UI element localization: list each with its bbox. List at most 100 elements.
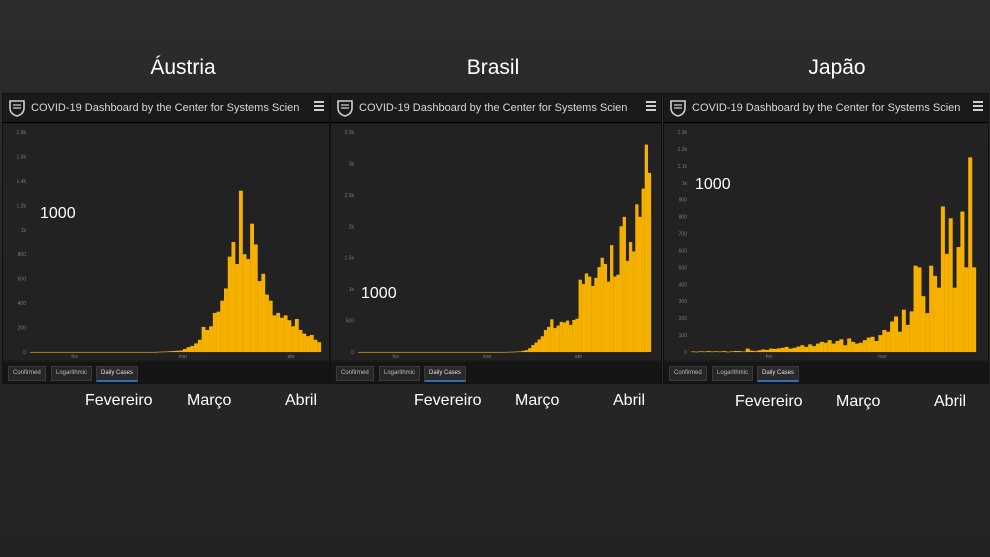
daily-cases-bar [220, 300, 225, 352]
daily-cases-bar [710, 351, 715, 353]
daily-cases-bar [493, 352, 497, 353]
daily-cases-bar [455, 352, 459, 353]
country-title-brasil: Brasil [466, 56, 520, 79]
chart-area: 0 100 200 300 400 500 600 700 800 900 1k 1.1k 1.2k 1.… [664, 124, 988, 360]
daily-cases-bar [402, 352, 406, 353]
tab-daily-cases[interactable]: Daily Cases [757, 366, 800, 382]
daily-cases-bar [524, 350, 529, 352]
daily-cases-bar [224, 288, 228, 352]
hamburger-menu-icon[interactable] [646, 101, 656, 113]
tab-confirmed[interactable]: Confirmed [336, 366, 374, 381]
daily-cases-bar [268, 300, 273, 352]
daily-cases-bar [44, 352, 49, 353]
y-tick-label: 2k [349, 224, 355, 230]
y-tick-label: 3k [349, 161, 355, 167]
daily-cases-bar [819, 341, 824, 352]
daily-cases-bar [414, 352, 419, 353]
y-tick-label: 3.5k [345, 130, 355, 136]
y-tick-label: 1.3k [678, 130, 688, 136]
daily-cases-bar [298, 330, 303, 352]
daily-cases-bar [37, 352, 42, 353]
y-tick-label: 200 [18, 326, 27, 332]
daily-cases-bar [380, 352, 384, 353]
daily-cases-bar [471, 352, 475, 353]
daily-cases-bar [261, 273, 266, 352]
tab-logarithmic[interactable]: Logarithmic [712, 366, 754, 381]
daily-cases-bar [484, 352, 488, 353]
tab-daily-cases[interactable]: Daily Cases [424, 366, 467, 382]
daily-cases-bar [395, 352, 400, 353]
y-tick-label: 600 [18, 277, 27, 283]
daily-cases-bar [940, 206, 945, 352]
daily-cases-bar [635, 204, 639, 352]
daily-cases-bar [238, 190, 243, 352]
y-tick-label: 0 [351, 350, 354, 356]
daily-cases-bar [722, 351, 727, 352]
daily-cases-bar [487, 352, 491, 353]
y-tick-label: 0 [684, 350, 687, 356]
daily-cases-bar [182, 348, 187, 352]
tab-logarithmic[interactable]: Logarithmic [51, 366, 93, 381]
hamburger-menu-icon[interactable] [314, 101, 324, 113]
tab-confirmed[interactable]: Confirmed [8, 366, 46, 381]
daily-cases-bar [862, 340, 867, 352]
daily-cases-bar [367, 352, 371, 353]
daily-cases-bar [227, 256, 232, 352]
daily-cases-bar [616, 274, 620, 352]
daily-cases-bar [534, 342, 538, 352]
daily-cases-bar [591, 286, 595, 352]
daily-cases-bar [138, 352, 143, 353]
daily-cases-bar [628, 242, 633, 352]
daily-cases-bar [250, 223, 254, 352]
daily-cases-bar [209, 326, 213, 352]
daily-cases-bar [547, 326, 551, 352]
daily-cases-bar [839, 339, 844, 352]
daily-cases-bar [33, 352, 38, 353]
daily-cases-bar [149, 352, 154, 353]
daily-cases-bar [878, 335, 883, 352]
y-tick-label: 1.2k [17, 203, 27, 209]
month-label-marco-japao: Março [836, 393, 881, 410]
daily-cases-bar [948, 218, 953, 352]
panel-header: COVID-19 Dashboard by the Center for Sys… [331, 94, 661, 123]
daily-cases-bar [737, 351, 742, 352]
daily-cases-chart-brasil: 0 500 1k 1.5k 2k 2.5k 3k 3.5k fev mar abr [345, 130, 652, 360]
tab-confirmed[interactable]: Confirmed [669, 366, 707, 381]
y-tick-label: 700 [679, 232, 688, 238]
tab-logarithmic[interactable]: Logarithmic [379, 366, 421, 381]
daily-cases-bar [458, 352, 463, 353]
hamburger-menu-icon[interactable] [973, 101, 983, 113]
y-tick-label: 1.2k [678, 147, 688, 153]
daily-cases-bar [302, 333, 307, 352]
daily-cases-bar [512, 351, 516, 353]
daily-cases-bar [800, 345, 805, 352]
daily-cases-bar [370, 352, 374, 353]
daily-cases-bar [499, 352, 504, 353]
tab-bar: Confirmed Logarithmic Daily Cases [3, 362, 329, 383]
daily-cases-bar [389, 352, 393, 353]
daily-cases-bar [572, 319, 576, 352]
tab-daily-cases[interactable]: Daily Cases [96, 366, 139, 382]
x-tick-label: fev [766, 354, 773, 360]
daily-cases-bar [587, 276, 592, 352]
y-tick-label: 300 [679, 299, 688, 305]
tab-bar: Confirmed Logarithmic Daily Cases [664, 362, 988, 383]
daily-cases-bar [702, 351, 707, 353]
x-tick-label: abr [575, 354, 583, 360]
annotation-1000-japao: 1000 [695, 176, 731, 193]
tab-bar: Confirmed Logarithmic Daily Cases [331, 362, 661, 383]
daily-cases-chart-austria: 0 200 400 600 800 1k 1.2k 1.4k 1.6k 1.8k fev mar abr [17, 130, 322, 360]
daily-cases-bar [386, 352, 390, 353]
y-tick-label: 1k [682, 181, 688, 187]
daily-cases-bar [562, 322, 567, 352]
y-tick-label: 800 [679, 215, 688, 221]
y-tick-label: 1.5k [345, 256, 355, 262]
daily-cases-bar [97, 352, 102, 353]
y-tick-label: 200 [679, 316, 688, 322]
daily-cases-bar [212, 312, 217, 352]
daily-cases-bar [925, 313, 930, 352]
panel-header-title: COVID-19 Dashboard by the Center for Sys… [692, 102, 960, 114]
daily-cases-bar [490, 352, 494, 353]
y-tick-label: 1k [21, 228, 27, 234]
daily-cases-bar [127, 352, 131, 353]
